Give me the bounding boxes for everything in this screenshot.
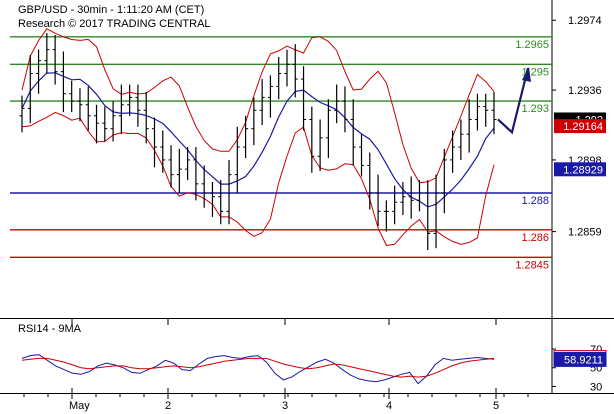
price-tag-label: 1.28929 bbox=[563, 164, 603, 176]
projection-arrowhead bbox=[522, 67, 531, 83]
chart-subtitle: Research © 2017 TRADING CENTRAL bbox=[18, 18, 211, 30]
time-tick-label: 3 bbox=[282, 400, 288, 412]
projection-arrow bbox=[497, 67, 531, 135]
rsi-ma-line bbox=[21, 357, 495, 378]
rsi-tag-label: 58.9211 bbox=[564, 354, 603, 366]
level-label: 1.293 bbox=[521, 103, 549, 115]
rsi-tag-box bbox=[553, 351, 607, 367]
price-tag-label: 1.29164 bbox=[563, 121, 603, 133]
time-tick-label: May bbox=[69, 400, 90, 412]
moving-average bbox=[21, 72, 495, 208]
price-tag-box bbox=[554, 119, 606, 134]
time-tick-label: 4 bbox=[386, 400, 392, 412]
rsi-tags: 60.845258.9211 bbox=[553, 350, 607, 367]
level-label: 1.288 bbox=[521, 195, 549, 207]
level-label: 1.286 bbox=[521, 232, 549, 244]
price-tick-label: 1.2974 bbox=[568, 15, 602, 27]
price-tick-label: 1.2936 bbox=[568, 85, 602, 97]
level-label: 1.2965 bbox=[515, 39, 549, 51]
level-label: 1.2845 bbox=[515, 259, 549, 271]
projection-path bbox=[497, 67, 530, 135]
price-tag-box bbox=[554, 162, 606, 177]
bollinger-upper bbox=[21, 28, 495, 184]
price-tick-label: 1.2859 bbox=[568, 227, 602, 239]
chart-title: GBP/USD - 30min - 1:11:20 AM (CET) bbox=[18, 4, 204, 16]
rsi-tick-label: 30 bbox=[590, 381, 602, 393]
rsi-line bbox=[21, 354, 495, 385]
bollinger-lower bbox=[21, 111, 495, 246]
rsi-lines bbox=[21, 354, 495, 385]
rsi-title: RSI14 - 9MA bbox=[18, 323, 82, 335]
bollinger-bands bbox=[21, 28, 495, 246]
time-axis: May 2 3 4 5 bbox=[23, 318, 529, 412]
time-tick-label: 2 bbox=[165, 400, 171, 412]
time-tick-label: 5 bbox=[493, 400, 499, 412]
candlesticks bbox=[19, 33, 497, 250]
